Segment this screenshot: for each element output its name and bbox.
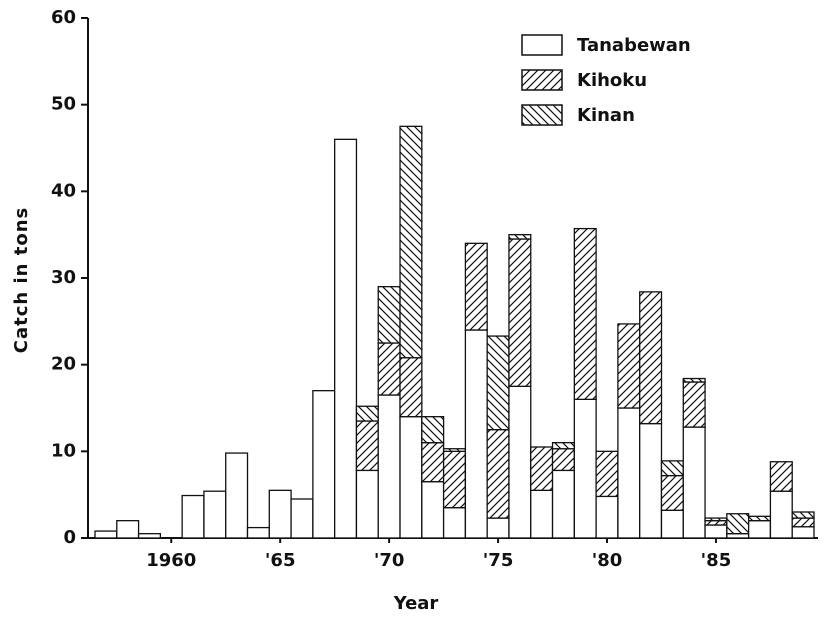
bar-segment bbox=[660, 474, 684, 511]
bar-segment bbox=[246, 526, 270, 539]
y-tick-label: 0 bbox=[63, 527, 76, 548]
bar-segment bbox=[355, 420, 379, 472]
bar-segment bbox=[421, 416, 445, 444]
bar-segment bbox=[486, 335, 510, 431]
x-axis-label: Year bbox=[393, 593, 439, 614]
y-tick-label: 50 bbox=[51, 94, 76, 115]
bar-segment bbox=[660, 460, 684, 477]
bar-segment bbox=[377, 394, 401, 539]
bar-segment bbox=[268, 489, 292, 539]
bar-segment bbox=[486, 429, 510, 519]
legend-label: Kinan bbox=[577, 105, 635, 126]
bar-segment bbox=[769, 461, 793, 492]
bar-segment bbox=[377, 286, 401, 344]
x-tick-label: '65 bbox=[265, 550, 296, 571]
bar-segment bbox=[726, 513, 750, 535]
bar-segment bbox=[682, 381, 706, 428]
bar-segment bbox=[290, 498, 314, 539]
bar-segment bbox=[94, 530, 118, 539]
bar-segment bbox=[726, 533, 750, 539]
bar-segment bbox=[530, 446, 554, 491]
bar-segment bbox=[617, 407, 641, 539]
bar-segment bbox=[595, 495, 619, 539]
bar-segment bbox=[573, 227, 597, 400]
legend-swatch bbox=[521, 104, 563, 126]
bar-segment bbox=[355, 405, 379, 422]
bar-segment bbox=[551, 442, 575, 450]
x-tick-label: '80 bbox=[592, 550, 623, 571]
bar-segment bbox=[704, 517, 728, 522]
bar-segment bbox=[791, 526, 815, 539]
y-tick-label: 40 bbox=[51, 180, 76, 201]
y-axis-label: Catch in tons bbox=[11, 207, 32, 353]
bar-segment bbox=[464, 329, 488, 539]
bar-segment bbox=[747, 515, 772, 522]
y-tick-label: 20 bbox=[51, 354, 76, 375]
bar-segment bbox=[181, 494, 205, 539]
bar-segment bbox=[137, 533, 162, 539]
bar-segment bbox=[334, 138, 358, 539]
bar-segment bbox=[530, 489, 554, 539]
bar-segment bbox=[312, 390, 336, 539]
bar-segment bbox=[704, 524, 728, 539]
bar-segment bbox=[682, 426, 706, 539]
bar-segment bbox=[791, 517, 815, 528]
bar-segment bbox=[377, 342, 401, 396]
bar-segment bbox=[551, 448, 575, 472]
bar-segment bbox=[639, 422, 663, 539]
bar-segment bbox=[508, 385, 532, 539]
legend-swatch bbox=[521, 34, 563, 56]
bar-segment bbox=[660, 509, 684, 539]
bar-segment bbox=[225, 452, 249, 539]
x-tick-label: '70 bbox=[374, 550, 405, 571]
bar-segment bbox=[747, 520, 772, 539]
y-tick-label: 60 bbox=[51, 7, 76, 28]
bar-segment bbox=[399, 357, 423, 418]
bar-segment bbox=[399, 125, 423, 359]
bar-segment bbox=[617, 323, 641, 409]
legend-label: Kihoku bbox=[577, 70, 647, 91]
bar-segment bbox=[421, 442, 445, 483]
bar-segment bbox=[682, 377, 706, 383]
legend-label: Tanabewan bbox=[577, 35, 691, 56]
x-tick-label: '85 bbox=[701, 550, 732, 571]
bar-segment bbox=[442, 450, 467, 509]
bar-segment bbox=[355, 469, 379, 539]
legend-swatch bbox=[521, 69, 563, 91]
bar-segment bbox=[573, 398, 597, 539]
y-tick-label: 10 bbox=[51, 440, 76, 461]
bar-segment bbox=[486, 517, 510, 539]
bar-segment bbox=[551, 469, 575, 539]
y-tick-label: 30 bbox=[51, 267, 76, 288]
bar-segment bbox=[399, 416, 423, 539]
bar-segment bbox=[116, 520, 140, 539]
bar-segment bbox=[464, 242, 488, 331]
bar-segment bbox=[421, 481, 445, 539]
bar-segment bbox=[508, 238, 532, 387]
bar-segment bbox=[508, 234, 532, 240]
bar-segment bbox=[769, 490, 793, 539]
bar-segment bbox=[442, 448, 467, 452]
x-tick-label: 1960 bbox=[146, 550, 196, 571]
x-tick-label: '75 bbox=[483, 550, 514, 571]
bar-segment bbox=[791, 511, 815, 519]
bar-segment bbox=[704, 520, 728, 526]
bar-segment bbox=[639, 291, 663, 425]
bar-segment bbox=[595, 450, 619, 498]
bar-segment bbox=[203, 490, 227, 539]
bar-segment bbox=[442, 507, 467, 539]
